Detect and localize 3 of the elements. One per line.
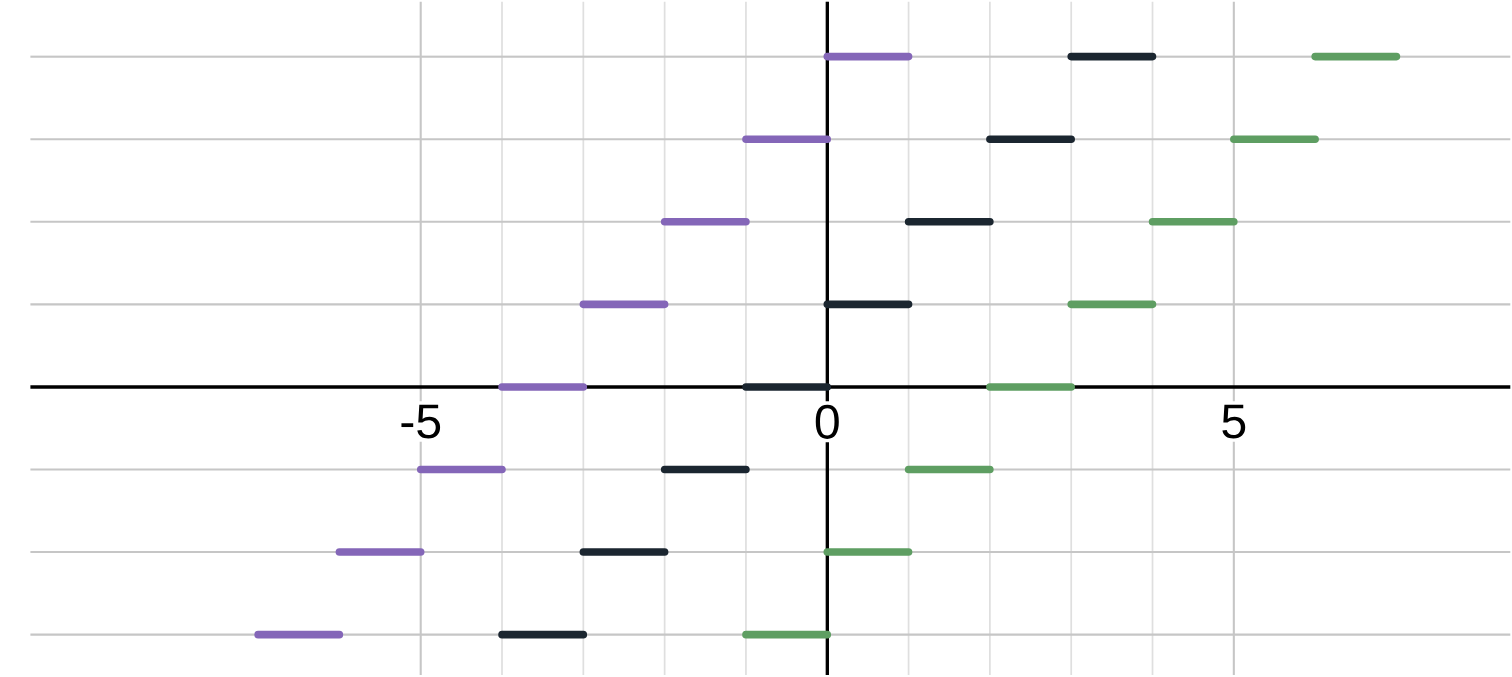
x-tick-label: 5: [1222, 404, 1246, 439]
x-tick-label: -5: [401, 404, 441, 439]
x-tick-label: 0: [815, 404, 839, 439]
